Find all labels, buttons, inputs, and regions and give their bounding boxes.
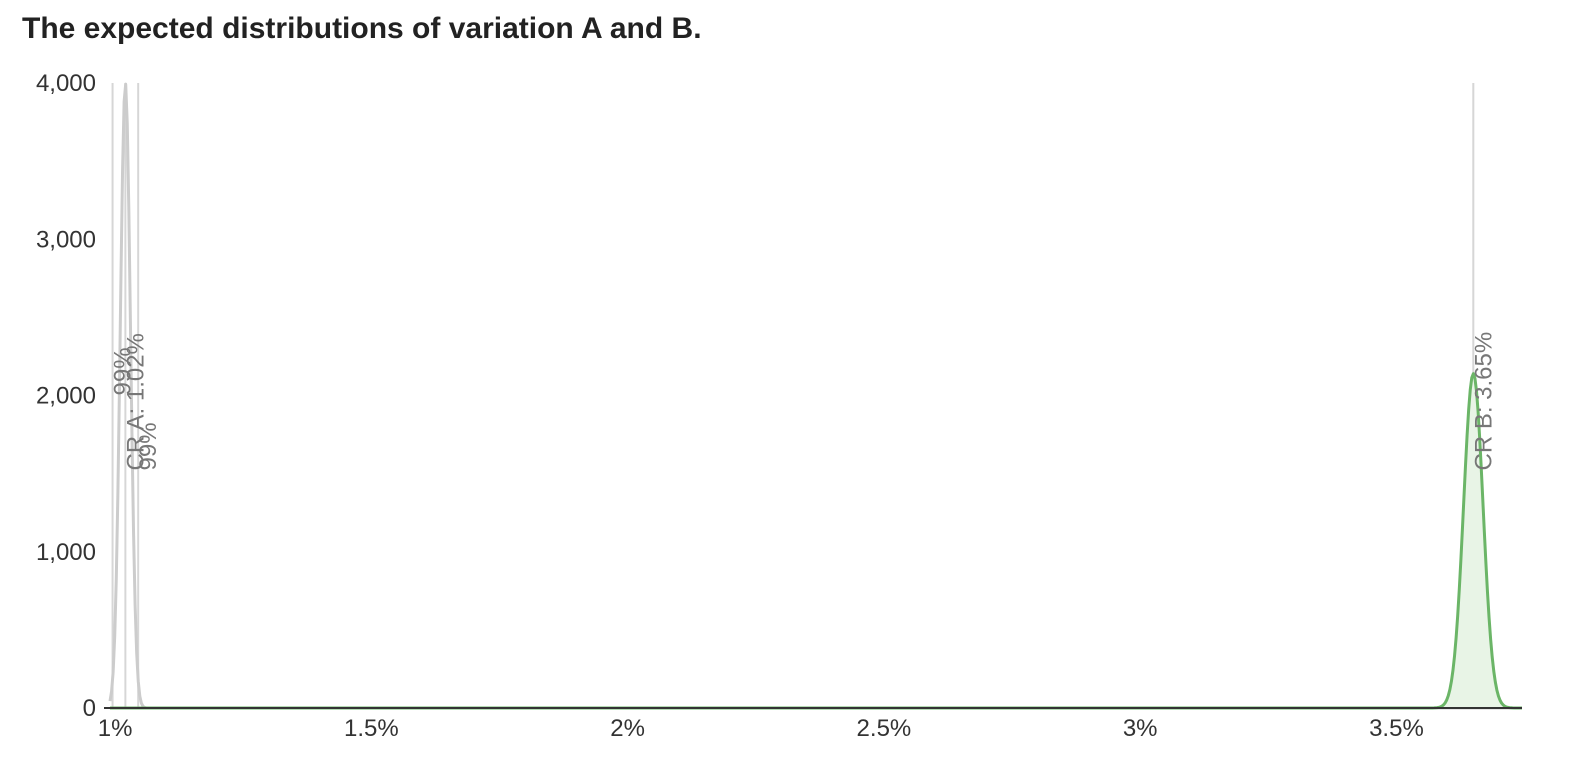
axes: 0 1,000 2,000 3,000 4,000 1% 1.5% 2% 2.5% 3% 3.5%	[36, 70, 1522, 742]
marker-label-1: CR A: 1.02%	[122, 333, 149, 470]
marker-label-0: 99%	[110, 347, 137, 395]
y-tick-label: 3,000	[36, 226, 96, 253]
y-tick-label: 2,000	[36, 383, 96, 410]
marker-label-3: CR B: 3.65%	[1470, 332, 1497, 471]
series-area-1	[110, 373, 1522, 708]
distribution-series	[108, 82, 1522, 710]
x-tick-label: 2%	[610, 715, 645, 742]
x-tick-label: 2.5%	[857, 715, 912, 742]
x-tick-label: 3.5%	[1369, 715, 1424, 742]
x-tick-label: 1.5%	[344, 715, 399, 742]
marker-labels: 99%CR A: 1.02%99% CR B: 3.65%	[110, 332, 1498, 471]
x-tick-label: 3%	[1123, 715, 1158, 742]
marker-lines	[111, 83, 1475, 708]
chart-title: The expected distributions of variation …	[22, 12, 702, 45]
y-tick-label: 4,000	[36, 70, 96, 97]
series-line-0	[108, 82, 1522, 710]
y-tick-label: 0	[83, 695, 96, 722]
y-tick-label: 1,000	[36, 539, 96, 566]
x-tick-label: 1%	[98, 715, 133, 742]
marker-label-2: 99%	[135, 422, 162, 470]
series-line-1	[110, 372, 1522, 710]
